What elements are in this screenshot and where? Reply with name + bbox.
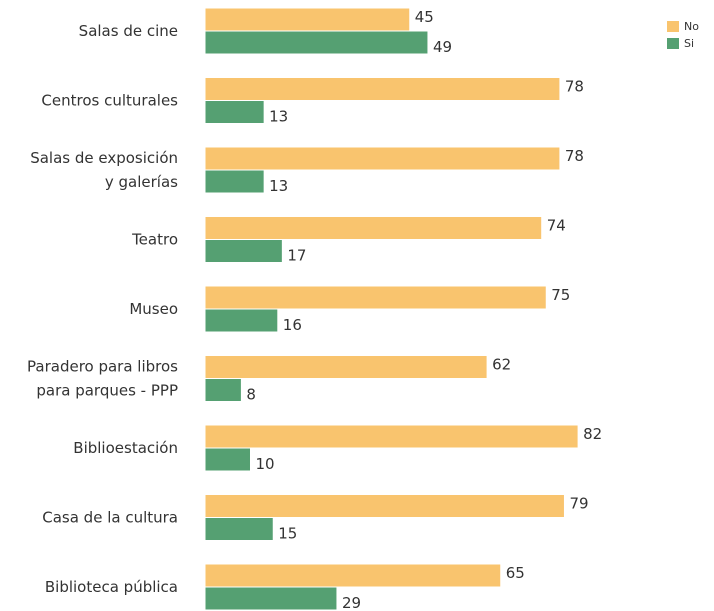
bar-no	[205, 147, 560, 170]
bar-si	[205, 518, 273, 541]
data-label: 79	[569, 495, 588, 513]
data-label: 45	[415, 8, 434, 26]
bar-si	[205, 309, 278, 332]
legend-swatch	[667, 21, 679, 32]
bar-si	[205, 587, 337, 610]
category-group: Museo 75 16	[129, 286, 570, 334]
legend-swatch	[667, 38, 679, 49]
data-label: 17	[287, 247, 306, 265]
category-group: Casa de la cultura 79 15	[42, 495, 588, 543]
category-label: Centros culturales	[41, 92, 178, 110]
data-label: 78	[565, 147, 584, 165]
data-label: 10	[256, 455, 275, 473]
bar-si	[205, 448, 251, 471]
category-label: Teatro	[131, 231, 178, 249]
legend: No Si	[667, 20, 699, 50]
category-group: Biblioestación 82 10	[73, 425, 602, 473]
category-group: Salas de cine 45 49	[79, 8, 452, 56]
bar-si	[205, 170, 264, 193]
bar-no	[205, 78, 560, 101]
bar-si	[205, 240, 282, 263]
bar-no	[205, 564, 501, 587]
legend-label: Si	[684, 37, 694, 50]
data-label: 13	[269, 108, 288, 126]
bar-no	[205, 495, 564, 518]
bar-no	[205, 8, 410, 31]
data-label: 78	[565, 78, 584, 96]
category-group: Teatro 74 17	[131, 217, 566, 265]
data-label: 82	[583, 425, 602, 443]
data-label: 74	[547, 217, 566, 235]
bar-si	[205, 101, 264, 124]
category-label: Salas de cine	[79, 22, 178, 40]
data-label: 8	[246, 386, 256, 404]
bar-si	[205, 31, 428, 54]
data-label: 13	[269, 177, 288, 195]
data-label: 62	[492, 356, 511, 374]
category-label: Biblioteca pública	[45, 578, 178, 596]
category-label: para parques - PPP	[36, 382, 178, 400]
legend-label: No	[684, 20, 699, 33]
category-group: Centros culturales 78 13	[41, 78, 584, 126]
bar-no	[205, 286, 546, 309]
data-label: 29	[342, 594, 361, 611]
category-group: Paradero para libros para parques - PPP 62…	[27, 356, 511, 404]
category-label: Salas de exposición	[30, 149, 178, 167]
data-label: 15	[278, 525, 297, 543]
data-label: 75	[551, 286, 570, 304]
bar-no	[205, 217, 542, 240]
data-label: 65	[506, 564, 525, 582]
data-label: 16	[283, 316, 302, 334]
category-label: Casa de la cultura	[42, 509, 178, 527]
category-label: y galerías	[105, 173, 178, 191]
bar-no	[205, 425, 578, 448]
bar-no	[205, 356, 487, 379]
data-label: 49	[433, 38, 452, 56]
bar-si	[205, 379, 241, 402]
category-group: Salas de exposición y galerías 78 13	[30, 147, 584, 195]
category-label: Paradero para libros	[27, 358, 178, 376]
category-group: Biblioteca pública 65 29	[45, 564, 525, 611]
category-label: Museo	[129, 300, 178, 318]
category-label: Biblioestación	[73, 439, 178, 457]
